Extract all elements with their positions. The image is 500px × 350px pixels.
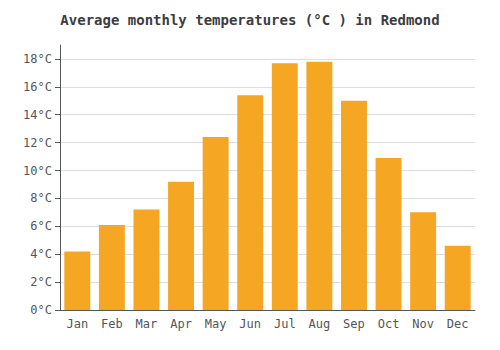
svg-text:6°C: 6°C (30, 219, 52, 233)
svg-text:18°C: 18°C (23, 52, 52, 66)
svg-text:Jul: Jul (274, 317, 296, 331)
svg-text:Sep: Sep (343, 317, 365, 331)
svg-text:Oct: Oct (378, 317, 400, 331)
svg-text:Jun: Jun (239, 317, 261, 331)
svg-text:8°C: 8°C (30, 191, 52, 205)
svg-text:Apr: Apr (170, 317, 192, 331)
svg-text:Jan: Jan (66, 317, 88, 331)
svg-text:14°C: 14°C (23, 108, 52, 122)
svg-text:16°C: 16°C (23, 80, 52, 94)
svg-text:Aug: Aug (309, 317, 331, 331)
svg-text:Average monthly temperatures (: Average monthly temperatures (°C ) in Re… (60, 12, 439, 28)
svg-text:4°C: 4°C (30, 247, 52, 261)
svg-text:Dec: Dec (447, 317, 469, 331)
svg-text:2°C: 2°C (30, 275, 52, 289)
svg-text:May: May (205, 317, 227, 331)
svg-text:Feb: Feb (101, 317, 123, 331)
svg-text:Mar: Mar (136, 317, 158, 331)
svg-text:12°C: 12°C (23, 136, 52, 150)
svg-text:Nov: Nov (412, 317, 434, 331)
svg-text:10°C: 10°C (23, 164, 52, 178)
svg-text:0°C: 0°C (30, 303, 52, 317)
